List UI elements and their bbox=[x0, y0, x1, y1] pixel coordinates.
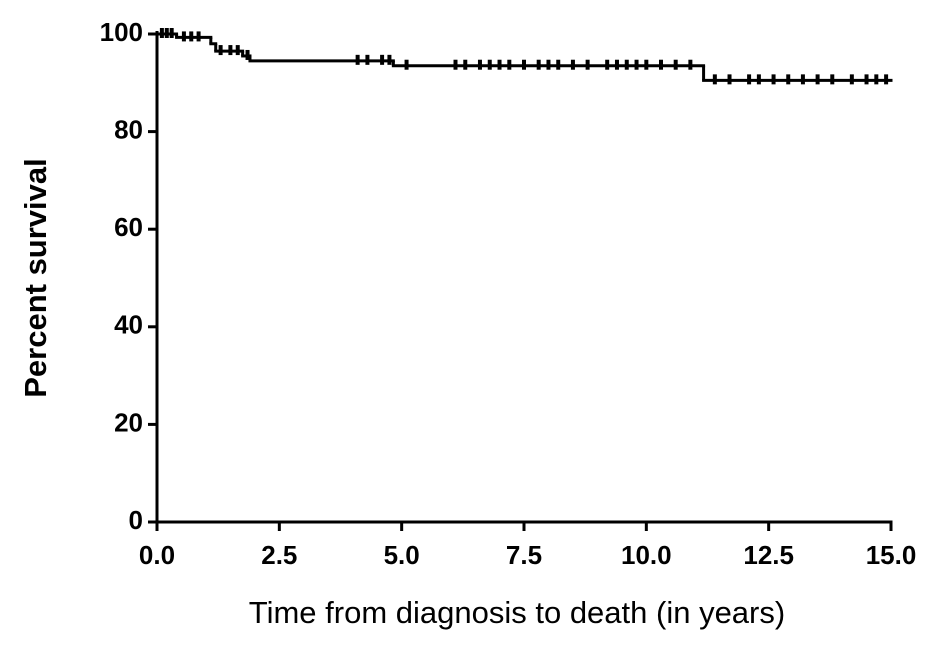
x-tick-label: 15.0 bbox=[866, 540, 917, 570]
y-tick-label: 20 bbox=[114, 407, 143, 437]
x-tick-label: 0.0 bbox=[139, 540, 175, 570]
y-tick-label: 40 bbox=[114, 310, 143, 340]
x-tick-label: 10.0 bbox=[621, 540, 672, 570]
y-axis-label: Percent survival bbox=[18, 158, 53, 398]
y-tick-label: 100 bbox=[100, 17, 143, 47]
x-tick-label: 12.5 bbox=[743, 540, 794, 570]
y-tick-label: 60 bbox=[114, 212, 143, 242]
x-tick-label: 7.5 bbox=[506, 540, 542, 570]
y-tick-label: 80 bbox=[114, 114, 143, 144]
x-tick-label: 2.5 bbox=[261, 540, 297, 570]
x-tick-label: 5.0 bbox=[384, 540, 420, 570]
y-tick-label: 0 bbox=[129, 505, 143, 535]
x-axis-label: Time from diagnosis to death (in years) bbox=[249, 595, 785, 630]
